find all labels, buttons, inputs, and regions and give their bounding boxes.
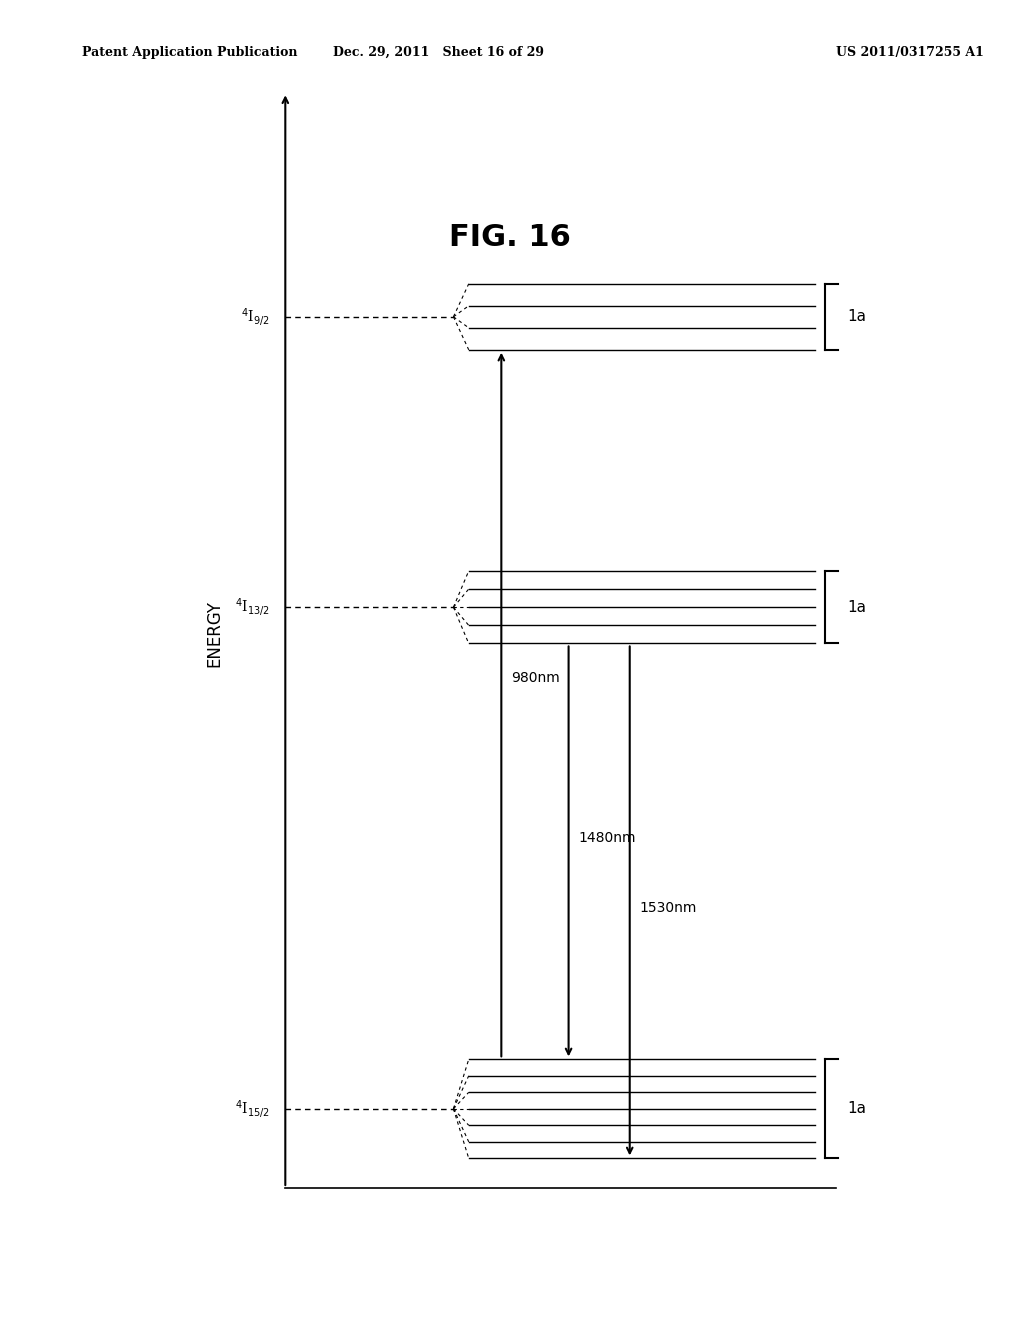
Text: $^{4}$I$_{9/2}$: $^{4}$I$_{9/2}$ <box>242 306 270 327</box>
Text: Patent Application Publication: Patent Application Publication <box>82 46 297 59</box>
Text: $^{4}$I$_{13/2}$: $^{4}$I$_{13/2}$ <box>236 597 270 618</box>
Text: 1530nm: 1530nm <box>640 900 697 915</box>
Text: 1a: 1a <box>848 599 866 615</box>
Text: 1a: 1a <box>848 309 866 325</box>
Text: US 2011/0317255 A1: US 2011/0317255 A1 <box>836 46 983 59</box>
Text: 1480nm: 1480nm <box>579 832 636 845</box>
Text: FIG. 16: FIG. 16 <box>449 223 570 252</box>
Text: ENERGY: ENERGY <box>205 601 223 667</box>
Text: Dec. 29, 2011   Sheet 16 of 29: Dec. 29, 2011 Sheet 16 of 29 <box>333 46 544 59</box>
Text: 980nm: 980nm <box>512 671 560 685</box>
Text: $^{4}$I$_{15/2}$: $^{4}$I$_{15/2}$ <box>236 1098 270 1119</box>
Text: 1a: 1a <box>848 1101 866 1117</box>
